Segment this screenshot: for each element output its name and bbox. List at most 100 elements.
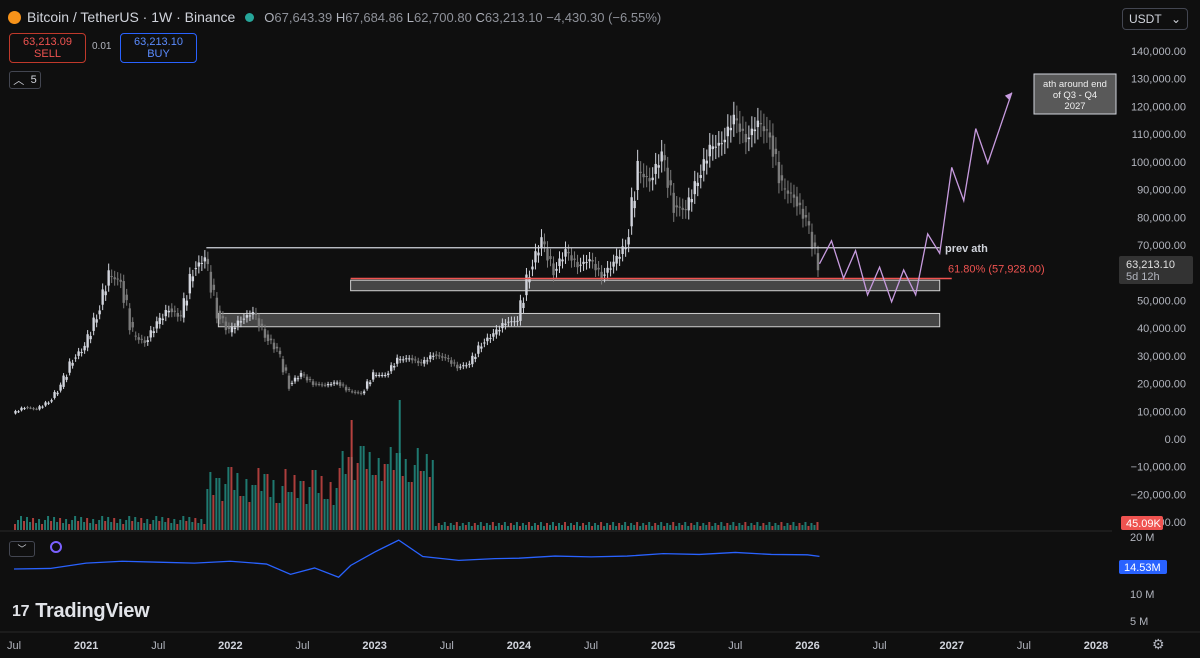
buy-button[interactable]: 63,213.10 BUY [120,33,197,63]
y-tick-label: −10,000.00 [1131,462,1186,474]
candle-body [104,291,107,296]
candle-body [717,142,721,146]
candle-body [206,258,210,265]
candle-body [735,118,739,121]
volume-bar [729,525,732,530]
candle-body [477,345,480,354]
volume-bar [771,526,774,530]
candle-body [738,123,742,132]
volume-bar [365,469,368,530]
volume-bar [576,522,579,530]
candle-body [56,392,59,395]
chevron-up-icon: ︿ [13,75,25,87]
candle-body [798,202,802,206]
symbol-title[interactable]: Bitcoin / TetherUS · 1W · Binance [27,9,236,25]
candle-body [762,126,766,132]
volume-label-box [1121,516,1163,530]
chevron-down-icon: ﹀ [17,544,27,554]
candle-body [429,355,432,360]
volume-bar [714,523,717,530]
volume-bar [335,488,338,530]
candle-body [281,359,285,373]
volume-bar [744,522,747,530]
volume-bar [431,460,434,530]
buy-price: 63,213.10 [134,36,183,48]
volume-bar [789,525,792,530]
candle-body [732,114,736,125]
candle-body [230,327,234,333]
volume-bar [323,499,326,530]
candle-body [765,129,769,131]
indicator-count: 5 [30,74,37,86]
candle-body [774,148,778,155]
candle-body [209,271,213,293]
candle-body [420,362,423,364]
volume-bar [672,522,675,530]
candle-body [38,406,41,410]
candle-body [371,372,375,380]
volume-bar [452,525,455,530]
volume-bar [356,463,359,530]
volume-bar [555,526,557,530]
candle-body [426,360,429,362]
candle-body [95,319,98,323]
candle-body [113,277,116,280]
candle-body [134,335,137,337]
indicator-toggle-button[interactable]: ﹀ [9,541,35,557]
volume-bar [398,400,401,530]
indicators-collapse-button[interactable]: ︿ 5 [9,71,41,89]
volume-bar [458,526,461,530]
candle-body [759,123,763,125]
candle-body [795,196,799,207]
candle-body [239,321,243,323]
current-price-label: 63,213.10 [1126,259,1175,271]
sell-button[interactable]: 63,213.09 SELL [9,33,86,63]
volume-bar [524,525,527,530]
y-tick-label: 100,000.00 [1131,157,1186,169]
volume-bar [287,492,290,530]
candle-body [747,137,751,140]
candle-body [365,381,369,389]
candle-body [149,330,152,338]
volume-bar [536,525,539,530]
candle-body [804,214,808,218]
candle-body [128,308,131,331]
candle-body [744,133,748,143]
candle-body [723,139,727,143]
volume-bar [110,522,113,530]
volume-bar [422,471,425,530]
candle-body [570,255,573,261]
indicator-refresh-icon[interactable] [50,541,62,553]
candle-body [41,406,44,408]
sell-label: SELL [34,48,61,60]
candle-body [615,255,618,264]
volume-bar [257,468,260,530]
candle-body [585,262,588,264]
volume-bar [362,446,365,530]
currency-select[interactable]: USDT ⌄ [1122,8,1188,30]
annotation-callout: ath around end of Q3 - Q4 2027 [1033,73,1117,115]
indicator-y-tick-label: 5 M [1130,616,1148,628]
candle-body [59,384,62,391]
candle-body [314,383,318,385]
bar-countdown-label: 5d 12h [1126,271,1160,283]
low-value: 62,700.80 [413,9,472,25]
candle-body [480,346,483,349]
candle-body [450,360,453,364]
volume-bar [810,523,813,530]
y-tick-label: 120,000.00 [1131,101,1186,113]
volume-bar [242,496,245,530]
candle-body [771,135,775,157]
volume-bar [446,526,449,530]
volume-bar [696,522,699,530]
candle-body [399,359,402,361]
volume-bar [437,523,440,530]
gear-icon[interactable]: ⚙ [1152,636,1165,652]
candle-body [417,360,420,364]
x-tick-label: 2023 [362,640,386,652]
candle-body [462,365,465,367]
y-tick-label: −20,000.00 [1131,489,1186,501]
volume-bar [410,482,413,530]
tradingview-logo[interactable]: 17 TradingView [12,600,150,623]
